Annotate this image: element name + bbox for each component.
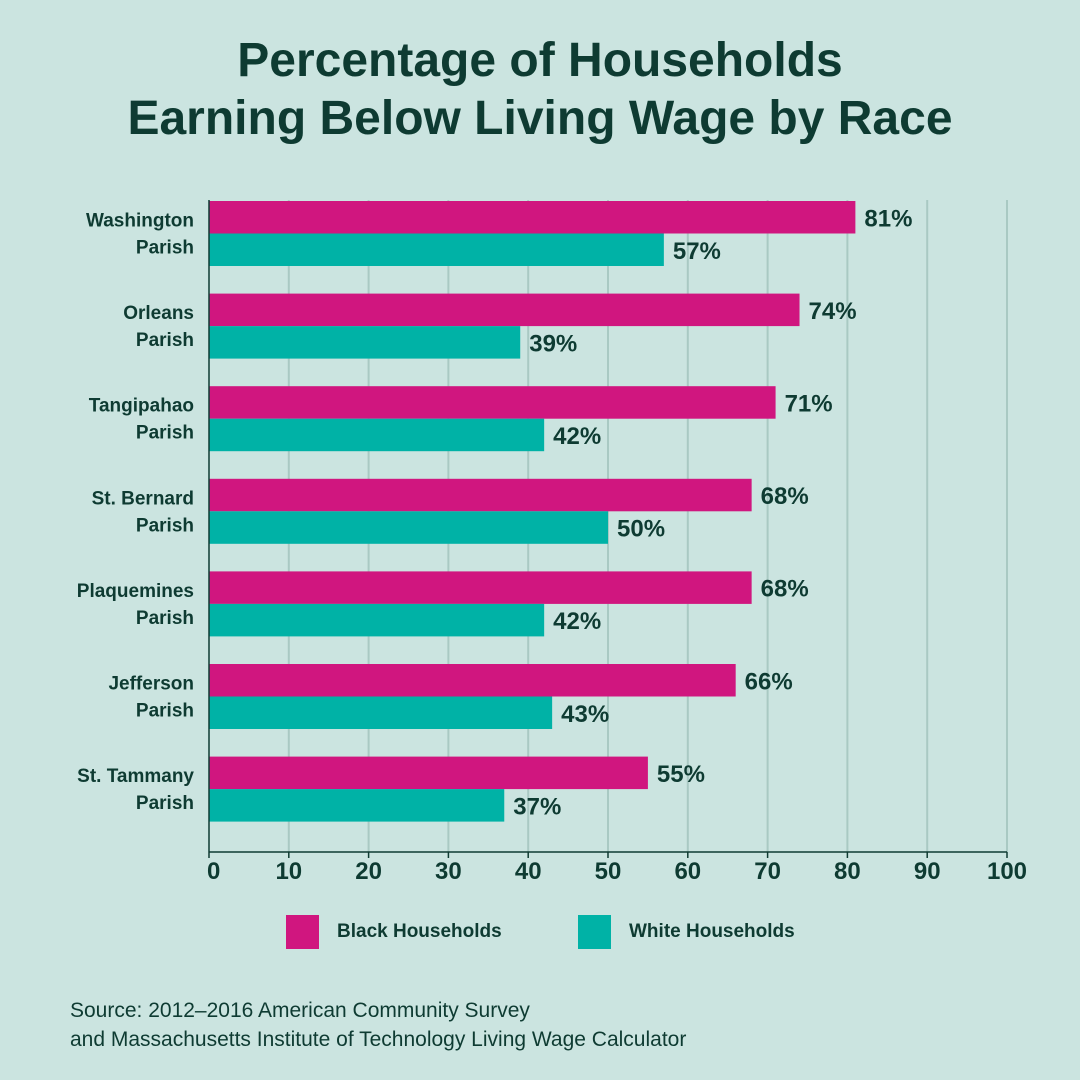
legend-item-black: Black Households <box>286 915 502 949</box>
x-tick-label: 100 <box>987 858 1027 885</box>
data-label: 43% <box>561 701 609 728</box>
category-label: Parish <box>136 701 194 722</box>
chart-title-line-2: Earning Below Living Wage by Race <box>127 92 953 145</box>
bar-white-households <box>209 233 664 266</box>
category-label: Parish <box>136 330 194 351</box>
axes <box>208 200 1008 858</box>
data-label: 66% <box>745 668 793 695</box>
category-label: Parish <box>136 423 194 444</box>
source-note: Source: 2012–2016 American Community Sur… <box>70 996 686 1054</box>
legend: Black Households White Households <box>0 915 1080 951</box>
data-label: 42% <box>553 423 601 450</box>
data-label: 71% <box>785 390 833 417</box>
category-label: Washington <box>86 211 194 232</box>
data-label: 57% <box>673 238 721 265</box>
source-line-2: and Massachusetts Institute of Technolog… <box>70 1028 687 1051</box>
category-label: Parish <box>136 793 194 814</box>
x-tick-label: 20 <box>355 858 382 885</box>
x-tick-label: 40 <box>515 858 542 885</box>
x-tick-label: 80 <box>834 858 861 885</box>
bar-black-households <box>209 386 776 419</box>
legend-swatch-black <box>286 915 319 949</box>
labels: 0 10 20 30 40 50 60 70 80 90 100 81% 57% Washington Pa… <box>77 205 1027 885</box>
bar-black-households <box>209 664 736 697</box>
data-label: 55% <box>657 761 705 788</box>
bar-white-households <box>209 696 553 729</box>
data-label: 74% <box>809 298 857 325</box>
bar-black-households <box>209 756 648 790</box>
x-tick-label: 70 <box>754 858 781 885</box>
bar-white-households <box>209 603 545 637</box>
data-label: 42% <box>553 608 601 635</box>
x-tick-label: 90 <box>914 858 941 885</box>
data-label: 37% <box>513 793 561 820</box>
chart-title: Percentage of Households Earning Below L… <box>0 32 1080 148</box>
legend-item-white: White Households <box>578 915 795 949</box>
x-tick-label: 0 <box>207 858 220 885</box>
legend-label-black: Black Households <box>337 921 502 942</box>
data-label: 81% <box>864 205 912 232</box>
bar-white-households <box>209 326 521 359</box>
source-line-1: Source: 2012–2016 American Community Sur… <box>70 999 530 1022</box>
data-label: 39% <box>529 330 577 357</box>
bars <box>209 201 856 822</box>
x-tick-label: 60 <box>674 858 701 885</box>
legend-label-white: White Households <box>629 921 795 942</box>
category-label: Plaquemines <box>77 581 194 602</box>
x-tick-label: 50 <box>595 858 622 885</box>
bar-chart: 0 10 20 30 40 50 60 70 80 90 100 81% 57% Washington Pa… <box>77 200 1027 885</box>
x-tick-label: 10 <box>275 858 302 885</box>
category-label: St. Tammany <box>77 766 194 787</box>
bar-white-households <box>209 511 608 544</box>
bar-white-households <box>209 789 505 822</box>
bar-white-households <box>209 418 545 452</box>
category-label: Parish <box>136 515 194 536</box>
category-label: Tangipahao <box>89 396 194 417</box>
data-label: 68% <box>761 576 809 603</box>
bar-black-households <box>209 478 752 512</box>
data-label: 50% <box>617 516 665 543</box>
category-label: St. Bernard <box>92 488 194 509</box>
category-label: Parish <box>136 608 194 629</box>
bar-black-households <box>209 293 800 327</box>
category-label: Orleans <box>123 303 194 324</box>
data-label: 68% <box>761 483 809 510</box>
legend-swatch-white <box>578 915 611 949</box>
chart-title-line-1: Percentage of Households <box>237 34 843 87</box>
x-tick-label: 30 <box>435 858 462 885</box>
bar-black-households <box>209 201 856 234</box>
bar-black-households <box>209 571 752 604</box>
category-label: Parish <box>136 238 194 259</box>
category-label: Jefferson <box>108 674 194 695</box>
